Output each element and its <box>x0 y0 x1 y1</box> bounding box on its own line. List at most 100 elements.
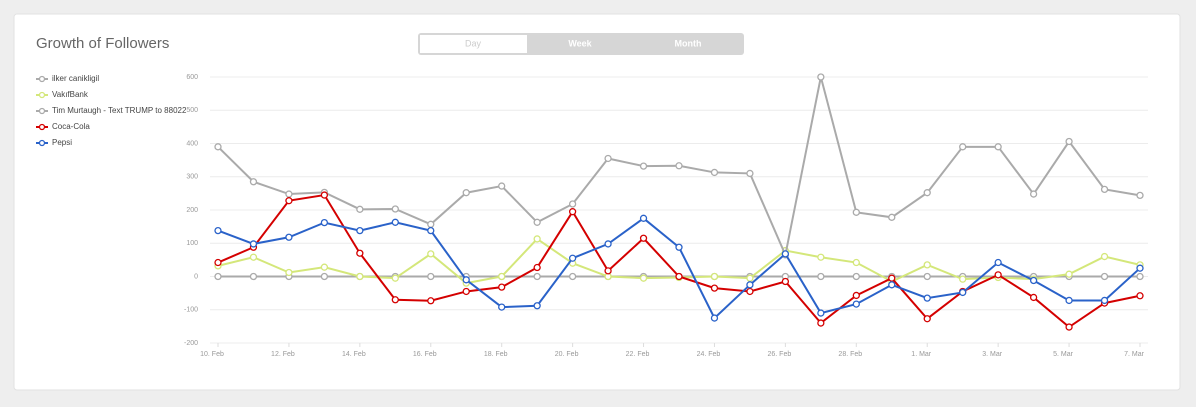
y-tick-label: 100 <box>186 240 198 247</box>
point <box>852 258 860 267</box>
point <box>462 189 470 197</box>
legend-label: VakıfBank <box>52 90 89 99</box>
point <box>817 272 825 281</box>
y-tick-label: 500 <box>186 107 198 114</box>
point <box>356 249 364 257</box>
point <box>959 275 967 283</box>
y-tick-label: -100 <box>184 307 198 314</box>
legend-marker <box>38 123 46 131</box>
legend-label: Tim Murtaugh - Text TRUMP to 88022 <box>52 106 187 115</box>
point <box>391 205 399 213</box>
point <box>568 272 577 281</box>
tab[interactable]: Month <box>675 38 702 48</box>
point <box>852 300 860 308</box>
point <box>888 213 896 221</box>
point <box>462 276 470 284</box>
legend-label: ilker canikligil <box>52 74 99 83</box>
x-tick-label: 7. Mar <box>1124 351 1145 358</box>
x-tick-label: 1. Mar <box>911 351 932 358</box>
point <box>249 272 258 281</box>
point <box>427 297 435 305</box>
tab[interactable]: Day <box>465 38 482 48</box>
point <box>746 287 754 296</box>
legend-marker <box>38 91 46 99</box>
point <box>391 274 399 282</box>
point <box>1100 185 1109 194</box>
point <box>285 190 293 198</box>
point <box>746 274 754 282</box>
point <box>1136 191 1144 200</box>
point <box>781 277 790 286</box>
point <box>888 274 896 282</box>
tab[interactable]: Week <box>568 38 592 48</box>
point <box>817 309 825 317</box>
point <box>427 250 435 258</box>
point <box>533 263 541 272</box>
point <box>427 272 435 281</box>
point <box>214 226 222 235</box>
legend-label: Coca-Cola <box>52 122 90 131</box>
point <box>994 258 1002 267</box>
point <box>391 218 399 226</box>
point <box>923 294 931 302</box>
point <box>498 182 506 190</box>
point <box>1065 137 1073 146</box>
point <box>498 303 506 311</box>
point <box>249 178 258 186</box>
x-tick-label: 10. Feb <box>200 351 224 358</box>
point <box>1029 293 1038 302</box>
point <box>639 234 648 242</box>
point <box>817 319 825 327</box>
y-tick-label: 200 <box>186 207 198 214</box>
point <box>959 288 967 297</box>
point <box>498 283 506 291</box>
x-tick-label: 24. Feb <box>697 351 721 358</box>
point <box>285 268 293 277</box>
point <box>356 226 364 235</box>
point <box>320 272 329 281</box>
point <box>710 314 719 322</box>
x-tick-label: 3. Mar <box>982 351 1003 358</box>
point <box>994 271 1002 279</box>
y-tick-label: -200 <box>184 340 198 347</box>
x-tick-label: 14. Feb <box>342 351 366 358</box>
point <box>710 272 719 281</box>
point <box>285 233 293 241</box>
point <box>994 143 1002 151</box>
y-tick-label: 600 <box>186 74 198 81</box>
point <box>1100 296 1109 305</box>
point <box>817 73 825 81</box>
point <box>1029 276 1038 285</box>
point <box>320 191 329 199</box>
point <box>356 272 364 281</box>
x-tick-label: 5. Mar <box>1053 351 1074 358</box>
chart-title: Growth of Followers <box>36 35 169 52</box>
x-tick-label: 22. Feb <box>626 351 650 358</box>
point <box>1136 264 1144 272</box>
point <box>852 208 860 216</box>
point <box>427 226 435 235</box>
point <box>817 253 825 261</box>
point <box>533 272 541 281</box>
x-tick-label: 28. Feb <box>838 351 862 358</box>
x-tick-label: 12. Feb <box>271 351 295 358</box>
point <box>639 214 648 222</box>
y-tick-label: 0 <box>194 273 198 280</box>
point <box>1065 270 1073 278</box>
point <box>710 284 719 292</box>
point <box>1136 272 1144 281</box>
point <box>781 250 790 258</box>
point <box>320 218 329 227</box>
legend-label: Pepsi <box>52 138 72 147</box>
point <box>675 162 683 170</box>
point <box>462 287 470 296</box>
legend-marker <box>38 75 46 83</box>
point <box>568 254 577 262</box>
point <box>427 220 435 228</box>
point <box>214 143 222 151</box>
point <box>1029 190 1038 198</box>
point <box>675 243 683 251</box>
point <box>852 291 860 300</box>
point <box>1065 296 1073 305</box>
